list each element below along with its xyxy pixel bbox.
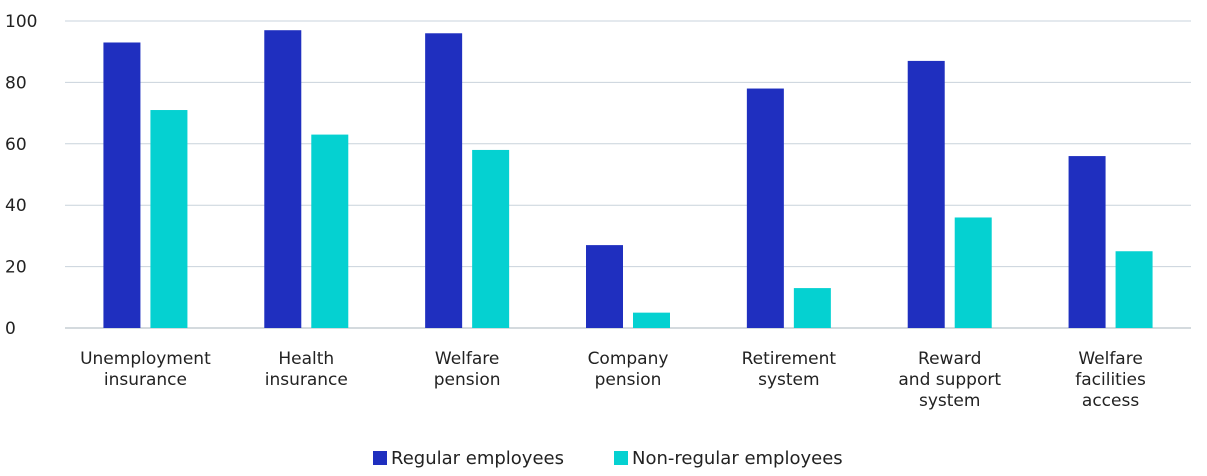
bar-non-regular-2 [472,150,509,328]
y-tick-label-80: 80 [5,73,27,93]
bar-non-regular-3 [633,313,670,328]
y-tick-label-100: 100 [5,12,37,32]
bar-non-regular-1 [311,135,348,328]
legend-label-regular: Regular employees [391,448,564,469]
x-tick-label-1-line-1: insurance [265,370,348,390]
legend-swatch-non-regular [614,451,628,465]
x-tick-label-4-line-0: Retirement [742,349,837,369]
bar-regular-0 [103,42,140,328]
bar-regular-5 [908,61,945,328]
bar-non-regular-5 [955,217,992,328]
bars [103,30,1152,328]
bar-non-regular-0 [150,110,187,328]
x-tick-label-2-line-0: Welfare [435,349,499,369]
x-tick-label-0-line-0: Unemployment [80,349,211,369]
x-tick-label-5-line-1: and support [898,370,1001,390]
bar-non-regular-6 [1116,251,1153,328]
x-axis: UnemploymentinsuranceHealthinsuranceWelf… [80,349,1146,411]
bar-regular-2 [425,33,462,328]
bar-non-regular-4 [794,288,831,328]
x-tick-label-3-line-0: Company [588,349,669,369]
gridlines [65,21,1191,328]
x-tick-label-6-line-0: Welfare [1078,349,1142,369]
y-tick-label-20: 20 [5,258,27,278]
x-tick-label-0-line-1: insurance [104,370,187,390]
legend: Regular employees Non-regular employees [373,448,843,469]
x-tick-label-6-line-1: facilities [1075,370,1146,390]
bar-regular-3 [586,245,623,328]
x-tick-label-5-line-0: Reward [918,349,981,369]
y-tick-label-60: 60 [5,135,27,155]
bar-regular-4 [747,89,784,328]
y-tick-label-40: 40 [5,196,27,216]
bar-regular-1 [264,30,301,328]
y-tick-label-0: 0 [5,319,16,339]
x-tick-label-2-line-1: pension [434,370,501,390]
x-tick-label-1-line-0: Health [278,349,334,369]
y-axis: 0 20 40 60 80 100 [5,12,37,339]
x-tick-label-3-line-1: pension [595,370,662,390]
bar-regular-6 [1069,156,1106,328]
x-tick-label-5-line-2: system [919,391,980,411]
legend-label-non-regular: Non-regular employees [632,448,843,469]
x-tick-label-4-line-1: system [758,370,819,390]
x-tick-label-6-line-2: access [1082,391,1139,411]
legend-swatch-regular [373,451,387,465]
